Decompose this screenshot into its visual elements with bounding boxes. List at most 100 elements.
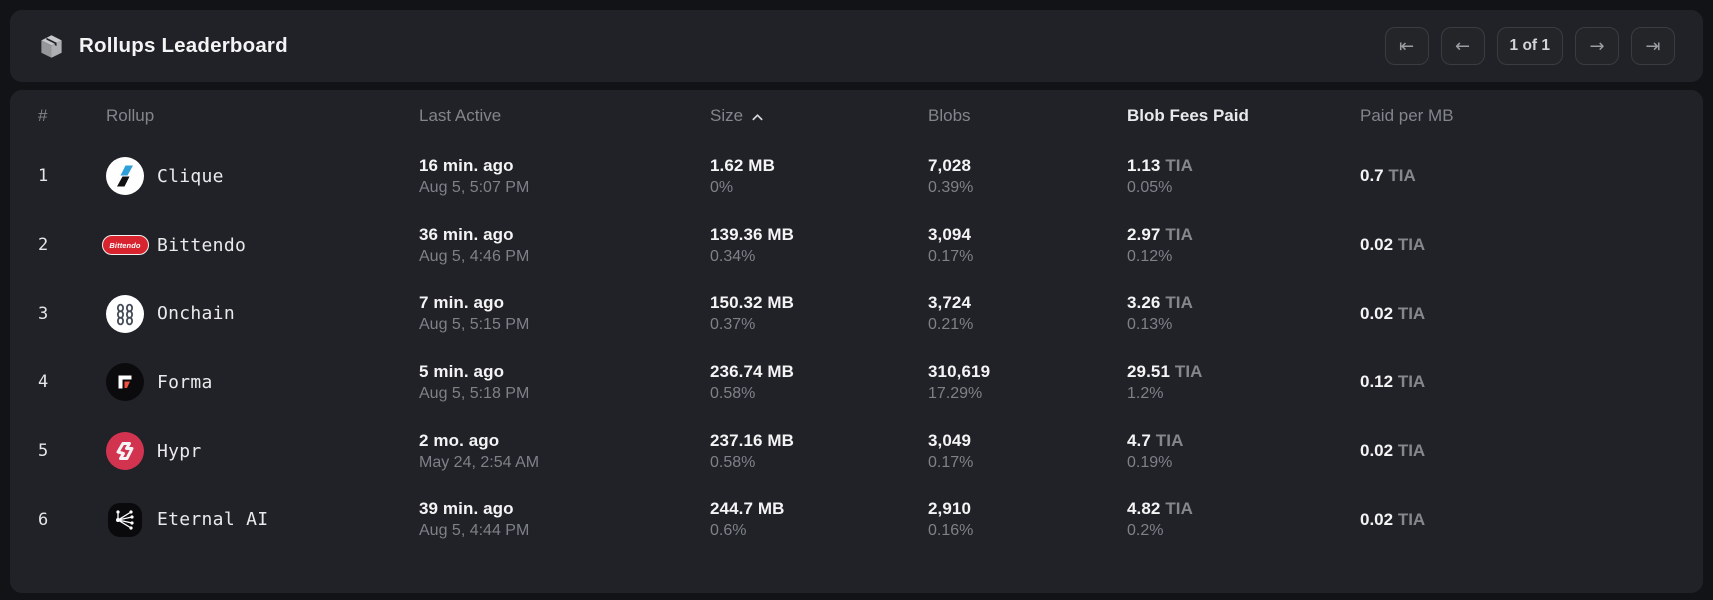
- paid-per-mb-cell: 0.02 TIA: [1360, 235, 1675, 255]
- pagination: ⇤ ← 1 of 1 → ⇥: [1384, 27, 1675, 65]
- blob-fees-percent: 0.12%: [1127, 247, 1173, 265]
- rollup-name: Forma: [157, 371, 213, 393]
- rollup-cell: Bittendo Bittendo: [101, 226, 419, 264]
- paid-per-mb-cell: 0.12 TIA: [1360, 372, 1675, 392]
- rank-cell: 5: [38, 441, 49, 462]
- rollup-cell: Forma: [106, 363, 419, 402]
- rank-cell: 3: [38, 303, 49, 324]
- table-row[interactable]: 1 Clique 16 min. ago Aug 5, 5:07 PM 1.62…: [38, 142, 1675, 211]
- last-page-icon: ⇥: [1645, 35, 1661, 57]
- blob-fees-percent: 0.13%: [1127, 316, 1173, 334]
- size-value: 244.7 MB: [710, 499, 785, 519]
- rank-cell: 6: [38, 509, 49, 530]
- blob-fees-value: 4.82 TIA: [1127, 499, 1360, 519]
- blob-fees-unit: TIA: [1165, 499, 1194, 519]
- blob-fees-amount: 4.82: [1127, 499, 1161, 519]
- last-active-date: Aug 5, 5:07 PM: [419, 178, 530, 196]
- blobs-cell: 2,910 0.16%: [928, 499, 1127, 540]
- paid-per-mb-unit: TIA: [1397, 372, 1426, 392]
- blob-fees-amount: 3.26: [1127, 293, 1161, 313]
- column-header-rank[interactable]: #: [38, 106, 48, 125]
- table-header-row: # Rollup Last Active Size Blobs Blob Fee…: [38, 90, 1675, 142]
- page-indicator-label: 1 of 1: [1509, 37, 1550, 54]
- blobs-count: 3,049: [928, 430, 972, 450]
- last-active-cell: 5 min. ago Aug 5, 5:18 PM: [419, 362, 710, 403]
- column-header-blobs[interactable]: Blobs: [928, 106, 971, 125]
- column-header-blob-fees-paid[interactable]: Blob Fees Paid: [1127, 106, 1249, 125]
- blobs-percent: 0.21%: [928, 316, 974, 334]
- size-cell: 1.62 MB 0%: [710, 156, 928, 197]
- last-page-button[interactable]: ⇥: [1631, 27, 1675, 65]
- hypr-logo: [106, 432, 144, 471]
- table-row[interactable]: 2 Bittendo Bittendo 36 min. ago Aug 5, 4…: [38, 211, 1675, 280]
- rollup-logo-slot: [106, 157, 144, 196]
- blob-fees-unit: TIA: [1165, 155, 1194, 175]
- paid-per-mb-cell: 0.02 TIA: [1360, 441, 1675, 461]
- size-cell: 236.74 MB 0.58%: [710, 362, 928, 403]
- column-header-size[interactable]: Size: [710, 106, 928, 126]
- blobs-cell: 7,028 0.39%: [928, 156, 1127, 197]
- size-cell: 237.16 MB 0.58%: [710, 431, 928, 472]
- chevron-up-icon: [752, 113, 763, 120]
- blob-fees-value: 4.7 TIA: [1127, 431, 1360, 451]
- last-active-date: Aug 5, 5:15 PM: [419, 316, 530, 334]
- last-active-relative: 16 min. ago: [419, 155, 514, 175]
- rank-cell: 1: [38, 166, 49, 187]
- size-percent: 0.6%: [710, 522, 747, 540]
- last-active-date: May 24, 2:54 AM: [419, 453, 540, 471]
- table-row[interactable]: 3 Onchain 7 min. ago Aug 5, 5:15 PM 150.…: [38, 279, 1675, 348]
- blob-fees-cell: 4.7 TIA 0.19%: [1127, 431, 1360, 472]
- last-active-date: Aug 5, 5:18 PM: [419, 384, 530, 402]
- rollup-cell: Clique: [106, 157, 419, 196]
- size-percent: 0.37%: [710, 316, 756, 334]
- table-row[interactable]: 4 Forma 5 min. ago Aug 5, 5:18 PM 236.74…: [38, 348, 1675, 417]
- size-percent: 0.58%: [710, 384, 756, 402]
- next-page-button[interactable]: →: [1575, 27, 1619, 65]
- last-active-cell: 16 min. ago Aug 5, 5:07 PM: [419, 156, 710, 197]
- blobs-cell: 3,049 0.17%: [928, 431, 1127, 472]
- page-title: Rollups Leaderboard: [79, 34, 288, 57]
- size-cell: 139.36 MB 0.34%: [710, 225, 928, 266]
- prev-page-button[interactable]: ←: [1440, 27, 1485, 65]
- column-header-rollup[interactable]: Rollup: [106, 106, 155, 125]
- paid-per-mb-amount: 0.02: [1360, 441, 1394, 461]
- blobs-cell: 3,094 0.17%: [928, 225, 1127, 266]
- blob-fees-unit: TIA: [1165, 224, 1194, 244]
- blobs-percent: 17.29%: [928, 384, 983, 402]
- blob-fees-unit: TIA: [1155, 430, 1184, 450]
- table-body: 1 Clique 16 min. ago Aug 5, 5:07 PM 1.62…: [38, 142, 1675, 554]
- rollup-cell: Onchain: [106, 294, 419, 333]
- rank-cell: 2: [38, 235, 49, 256]
- last-active-date: Aug 5, 4:46 PM: [419, 247, 530, 265]
- rollup-cell: Eternal AI: [106, 501, 419, 539]
- paid-per-mb-unit: TIA: [1397, 235, 1426, 255]
- table-row[interactable]: 5 Hypr 2 mo. ago May 24, 2:54 AM 237.16 …: [38, 417, 1675, 486]
- blobs-percent: 0.17%: [928, 453, 974, 471]
- first-page-button[interactable]: ⇤: [1384, 27, 1429, 65]
- rollup-logo-slot: [106, 363, 144, 402]
- onchain-logo: [106, 294, 144, 333]
- blob-fees-value: 29.51 TIA: [1127, 362, 1360, 382]
- rollup-logo-slot: [106, 294, 144, 333]
- table-row[interactable]: 6 Eternal AI 39 min. ago Aug 5, 4:44 PM …: [38, 485, 1675, 554]
- size-value: 236.74 MB: [710, 361, 795, 381]
- blob-fees-amount: 2.97: [1127, 224, 1161, 244]
- blobs-percent: 0.16%: [928, 522, 974, 540]
- column-header-paid-per-mb[interactable]: Paid per MB: [1360, 106, 1454, 125]
- blob-fees-value: 1.13 TIA: [1127, 156, 1360, 176]
- rollup-name: Hypr: [157, 440, 202, 462]
- last-active-cell: 7 min. ago Aug 5, 5:15 PM: [419, 293, 710, 334]
- blob-fees-unit: TIA: [1174, 361, 1203, 381]
- blob-fees-cell: 3.26 TIA 0.13%: [1127, 293, 1360, 334]
- column-header-last-active[interactable]: Last Active: [419, 106, 502, 125]
- blob-fees-amount: 29.51: [1127, 361, 1171, 381]
- blobs-count: 3,094: [928, 224, 972, 244]
- size-value: 237.16 MB: [710, 430, 795, 450]
- blob-fees-unit: TIA: [1165, 293, 1194, 313]
- size-percent: 0.34%: [710, 247, 756, 265]
- last-active-relative: 5 min. ago: [419, 361, 505, 381]
- last-active-relative: 7 min. ago: [419, 293, 505, 313]
- size-value: 150.32 MB: [710, 293, 795, 313]
- blob-fees-value: 3.26 TIA: [1127, 293, 1360, 313]
- leaderboard-table: # Rollup Last Active Size Blobs Blob Fee…: [10, 90, 1703, 593]
